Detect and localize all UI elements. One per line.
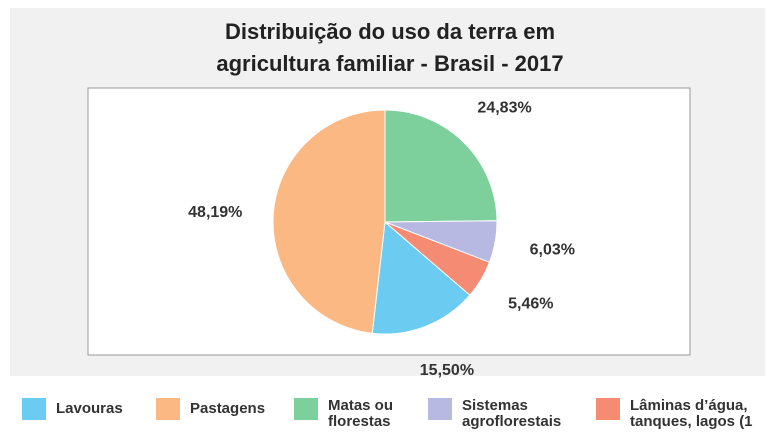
- legend-label: Pastagens: [190, 400, 266, 417]
- legend-item: Pastagens: [156, 398, 290, 420]
- chart-title: Distribuição do uso da terra em agricult…: [216, 19, 564, 76]
- legend-item: Lâminas d’água, tanques, lagos (1: [596, 398, 774, 430]
- chart: 15,50% 48,19% 24,83% 6,03% 5,46%: [87, 87, 691, 379]
- value-label: 24,83%: [477, 99, 531, 116]
- pie-slice: [272, 109, 386, 334]
- pie-slice: [371, 221, 471, 335]
- legend-swatch: [22, 398, 46, 420]
- value-label: 48,19%: [188, 204, 242, 221]
- legend-swatch: [294, 398, 318, 420]
- value-label: 6,03%: [530, 242, 575, 259]
- legend-swatch: [428, 398, 452, 420]
- legend-item: Matas ou florestas: [294, 398, 418, 430]
- pie-slice: [384, 221, 491, 296]
- legend-label: Lâminas d’água, tanques, lagos (1: [630, 398, 753, 430]
- legend-label: Sistemas agroflorestais: [462, 398, 562, 430]
- value-label: 5,46%: [508, 295, 553, 312]
- pie-slice: [384, 109, 498, 223]
- legend-swatch: [156, 398, 180, 420]
- value-label: 15,50%: [420, 362, 474, 379]
- legend-label: Lavouras: [56, 400, 123, 417]
- legend-label: Matas ou florestas: [328, 398, 394, 430]
- legend: Lavouras Pastagens Matas ou florestas Siste…: [0, 398, 774, 436]
- legend-swatch: [596, 398, 620, 420]
- legend-item: Sistemas agroflorestais: [428, 398, 592, 430]
- legend-item: Lavouras: [22, 398, 146, 420]
